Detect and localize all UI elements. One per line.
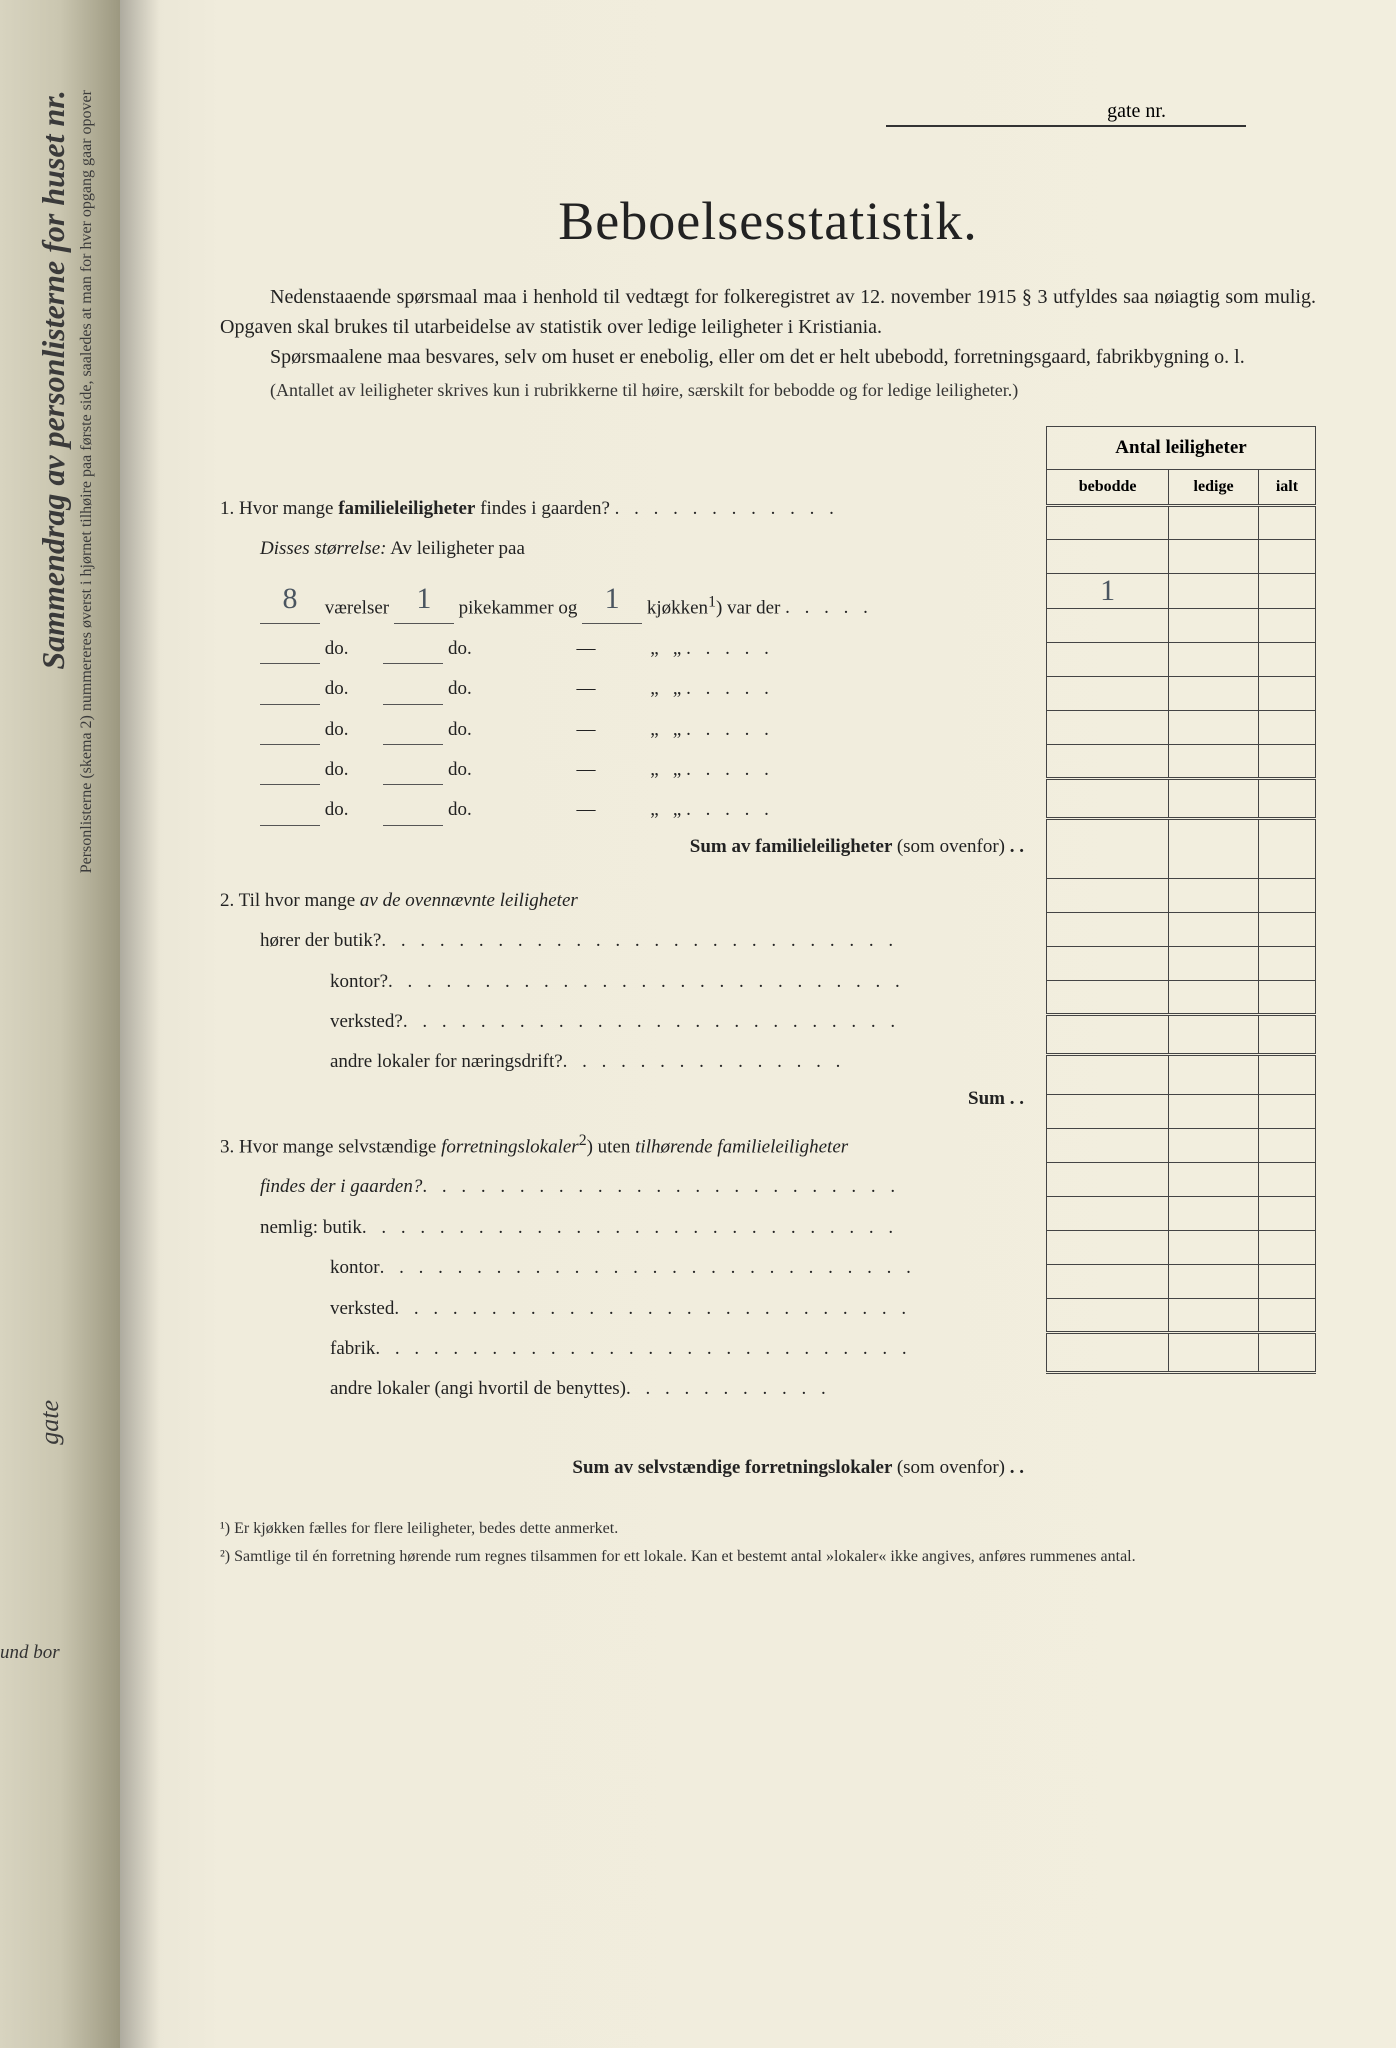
q3-sum: Sum av selvstændige forretningslokaler (…: [220, 1457, 1034, 1479]
leiligheter-table: Antal leiligheter bebodde ledige ialt 1: [1046, 426, 1316, 1374]
margin-und-bor: und bor: [0, 1642, 60, 1664]
q1-do-row: do. do. — „ „ . . . . .: [220, 795, 1034, 825]
gate-nr-label: gate nr.: [1107, 100, 1166, 122]
th-bebodde: bebodde: [1047, 470, 1169, 506]
q1-do-row: do. do. — „ „ . . . . .: [220, 674, 1034, 704]
intro-block: Nedenstaaende spørsmaal maa i henhold ti…: [220, 282, 1316, 372]
q3-verksted: verksted . . . . . . . . . . . . . . . .…: [220, 1294, 1034, 1324]
q1-text: Hvor mange: [239, 498, 333, 519]
form-area: 1. Hvor mange familieleiligheter findes …: [220, 426, 1316, 1487]
q1-sum: Sum av familieleiligheter (som ovenfor) …: [220, 836, 1034, 858]
left-margin-strip: Sammendrag av personlisterne for huset n…: [0, 0, 120, 2048]
questions-column: 1. Hvor mange familieleiligheter findes …: [220, 426, 1034, 1487]
th-ledige: ledige: [1169, 470, 1259, 506]
table-box: Antal leiligheter bebodde ledige ialt 1: [1046, 426, 1316, 1487]
th-ialt: ialt: [1258, 470, 1315, 506]
page-title: Beboelsesstatistik.: [220, 190, 1316, 252]
margin-gate: gate: [35, 1400, 65, 1445]
q2-butik: hører der butik? . . . . . . . . . . . .…: [220, 926, 1034, 956]
gate-nr-field: gate nr.: [886, 100, 1246, 127]
q1-do-row: do. do. — „ „ . . . . .: [220, 634, 1034, 664]
margin-sammendrag: Sammendrag av personlisterne for huset n…: [35, 90, 72, 670]
q2-andre: andre lokaler for næringsdrift? . . . . …: [220, 1047, 1034, 1077]
intro-p1: Nedenstaaende spørsmaal maa i henhold ti…: [220, 282, 1316, 342]
q2-kontor: kontor? . . . . . . . . . . . . . . . . …: [220, 967, 1034, 997]
q3-kontor: kontor . . . . . . . . . . . . . . . . .…: [220, 1253, 1034, 1283]
q3-fabrik: fabrik . . . . . . . . . . . . . . . . .…: [220, 1334, 1034, 1364]
intro-p2: Spørsmaalene maa besvares, selv om huset…: [220, 342, 1316, 372]
hw-kjokken: 1: [605, 575, 620, 623]
hw-vaerelser: 8: [283, 575, 298, 623]
q1-line: 1. Hvor mange familieleiligheter findes …: [220, 494, 1034, 524]
footnote-1: ¹) Er kjøkken fælles for flere leilighet…: [220, 1517, 1316, 1541]
q1-bold: familieleiligheter: [338, 498, 475, 519]
q1-size-row-1: 8 værelser 1 pikekammer og 1 kjøkken1) v…: [220, 575, 1034, 624]
q2-sum: Sum . .: [220, 1088, 1034, 1110]
q3-findes: findes der i gaarden? . . . . . . . . . …: [220, 1172, 1034, 1202]
q1-do-row: do. do. — „ „ . . . . .: [220, 755, 1034, 785]
hw-col1-row1: 1: [1100, 574, 1115, 608]
q3-line: 3. Hvor mange selvstændige forretningslo…: [220, 1128, 1034, 1163]
q1-num: 1.: [220, 498, 234, 519]
intro-note: (Antallet av leiligheter skrives kun i r…: [220, 380, 1316, 401]
q1-disses: Disses størrelse: Av leiligheter paa: [220, 534, 1034, 564]
q1-rest: findes i gaarden?: [480, 498, 610, 519]
q3-nemlig: nemlig: butik . . . . . . . . . . . . . …: [220, 1213, 1034, 1243]
q1-do-row: do. do. — „ „ . . . . .: [220, 715, 1034, 745]
dotfill: . . . . . . . . . . . .: [615, 494, 839, 524]
footnotes: ¹) Er kjøkken fælles for flere leilighet…: [220, 1517, 1316, 1569]
q2-line: 2. Til hvor mange av de ovennævnte leili…: [220, 886, 1034, 916]
document-page: gate nr. Beboelsesstatistik. Nedenstaaen…: [120, 0, 1396, 2048]
q2-verksted: verksted? . . . . . . . . . . . . . . . …: [220, 1007, 1034, 1037]
th-main: Antal leiligheter: [1047, 427, 1316, 470]
q3-andre: andre lokaler (angi hvortil de benyttes)…: [220, 1374, 1034, 1404]
hw-pike: 1: [416, 575, 431, 623]
footnote-2: ²) Samtlige til én forretning hørende ru…: [220, 1545, 1316, 1569]
margin-personlisterne: Personlisterne (skema 2) nummereres øver…: [78, 90, 96, 873]
